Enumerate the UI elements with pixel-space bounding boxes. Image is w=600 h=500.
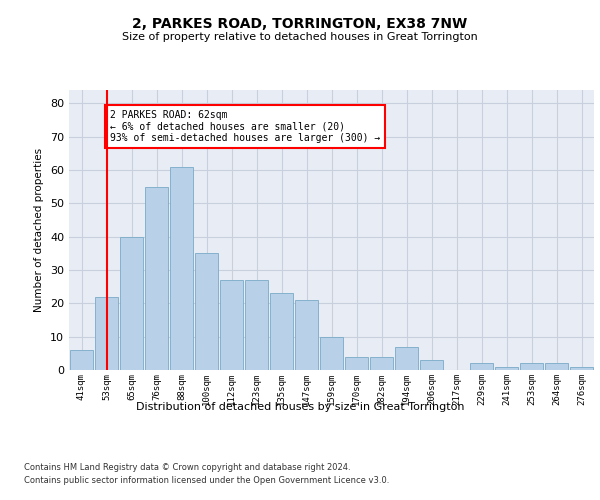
- Bar: [495, 366, 518, 370]
- Text: 2 PARKES ROAD: 62sqm
← 6% of detached houses are smaller (20)
93% of semi-detach: 2 PARKES ROAD: 62sqm ← 6% of detached ho…: [110, 110, 380, 143]
- Bar: [220, 280, 243, 370]
- Text: Distribution of detached houses by size in Great Torrington: Distribution of detached houses by size …: [136, 402, 464, 412]
- Bar: [245, 280, 268, 370]
- Bar: [195, 254, 218, 370]
- Bar: [545, 364, 568, 370]
- Bar: [420, 360, 443, 370]
- Text: 2, PARKES ROAD, TORRINGTON, EX38 7NW: 2, PARKES ROAD, TORRINGTON, EX38 7NW: [133, 18, 467, 32]
- Text: Size of property relative to detached houses in Great Torrington: Size of property relative to detached ho…: [122, 32, 478, 42]
- Bar: [345, 356, 368, 370]
- Bar: [95, 296, 118, 370]
- Bar: [170, 166, 193, 370]
- Y-axis label: Number of detached properties: Number of detached properties: [34, 148, 44, 312]
- Bar: [320, 336, 343, 370]
- Bar: [70, 350, 93, 370]
- Bar: [395, 346, 418, 370]
- Bar: [570, 366, 593, 370]
- Text: Contains HM Land Registry data © Crown copyright and database right 2024.: Contains HM Land Registry data © Crown c…: [24, 462, 350, 471]
- Bar: [295, 300, 318, 370]
- Bar: [520, 364, 543, 370]
- Bar: [270, 294, 293, 370]
- Text: Contains public sector information licensed under the Open Government Licence v3: Contains public sector information licen…: [24, 476, 389, 485]
- Bar: [370, 356, 393, 370]
- Bar: [145, 186, 168, 370]
- Bar: [120, 236, 143, 370]
- Bar: [470, 364, 493, 370]
